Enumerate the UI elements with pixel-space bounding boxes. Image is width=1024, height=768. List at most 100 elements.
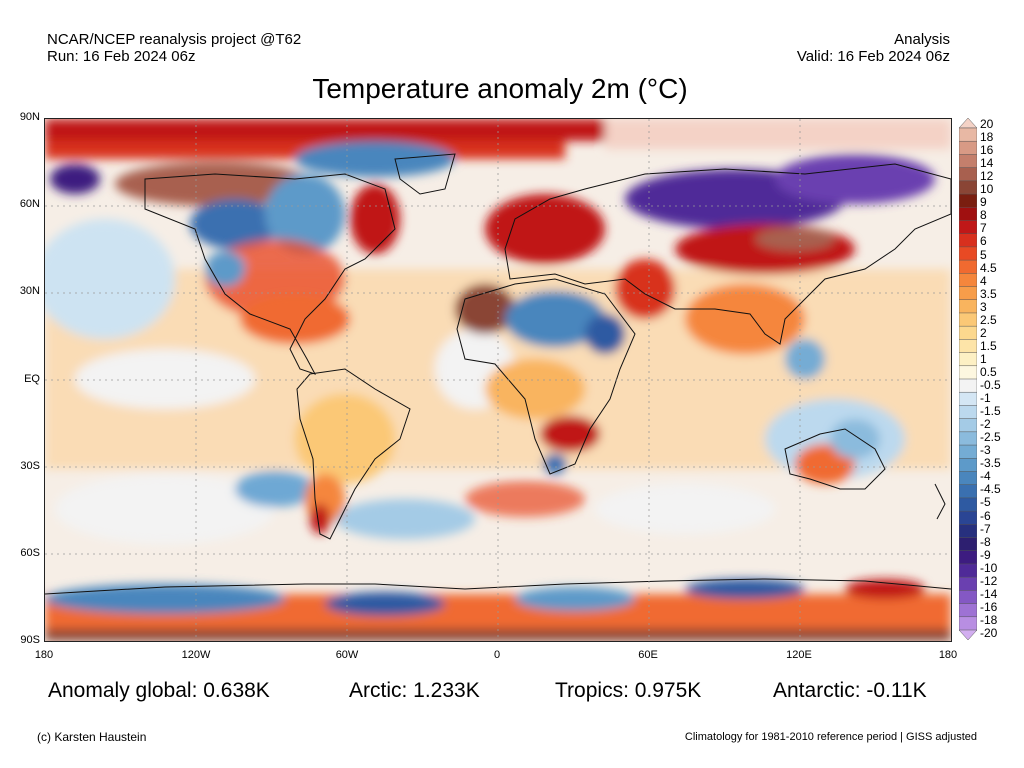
colorbar-label: 2.5: [980, 312, 997, 327]
colorbar-label: -4.5: [980, 482, 1001, 497]
header-right: Analysis Valid: 16 Feb 2024 06z: [797, 31, 950, 65]
colorbar-swatch: [959, 603, 977, 618]
colorbar-swatch: [959, 378, 977, 393]
colorbar-swatch: [959, 497, 977, 512]
colorbar: [959, 118, 977, 640]
colorbar-label: 18: [980, 130, 994, 145]
antarctic-anomaly: Antarctic: -0.11K: [773, 679, 927, 702]
colorbar-swatch: [959, 273, 977, 288]
colorbar-swatch: [959, 299, 977, 314]
colorbar-label: -8: [980, 534, 991, 549]
colorbar-swatch: [959, 391, 977, 407]
lat-label-60s: 60S: [20, 547, 40, 559]
colorbar-swatch: [959, 524, 977, 539]
colorbar-swatch: [959, 563, 977, 578]
colorbar-label: -2.5: [980, 430, 1001, 445]
colorbar-label: 4.5: [980, 260, 997, 275]
colorbar-label: 20: [980, 117, 994, 131]
colorbar-label: -9: [980, 547, 991, 562]
lon-label-60w: 60W: [335, 649, 359, 661]
lon-label-120w: 120W: [181, 649, 211, 661]
colorbar-swatch: [959, 444, 977, 460]
colorbar-swatch: [959, 590, 977, 605]
colorbar-swatch: [959, 510, 977, 526]
colorbar-label: -4: [980, 469, 991, 484]
lat-label-30n: 30N: [19, 285, 40, 297]
colorbar-swatch: [959, 576, 977, 592]
colorbar-label: 1.5: [980, 338, 997, 353]
colorbar-label: -1: [980, 391, 991, 406]
colorbar-swatch: [959, 339, 977, 354]
colorbar-swatch: [959, 325, 977, 341]
coastlines: [45, 153, 951, 595]
colorbar-label: -5: [980, 495, 991, 510]
analysis-type: Analysis: [894, 31, 950, 48]
tropics-anomaly: Tropics: 0.975K: [555, 679, 702, 702]
colorbar-swatch: [959, 352, 977, 367]
colorbar-swatch: [959, 233, 977, 248]
colorbar-swatch: [959, 471, 977, 486]
colorbar-label: 12: [980, 169, 994, 184]
colorbar-label: -1.5: [980, 404, 1001, 419]
lon-label-0: 0: [493, 649, 501, 661]
colorbar-swatch: [959, 286, 977, 301]
colorbar-label: 14: [980, 156, 994, 171]
colorbar-swatch: [959, 312, 977, 327]
header-left: NCAR/NCEP reanalysis project @T62 Run: 1…: [47, 31, 301, 65]
colorbar-swatch: [959, 550, 977, 565]
colorbar-swatch: [959, 484, 977, 499]
colorbar-swatch: [959, 220, 977, 235]
lon-label-120e: 120E: [786, 649, 812, 661]
colorbar-label: 5: [980, 247, 987, 262]
colorbar-label: -14: [980, 586, 998, 601]
colorbar-label: -2: [980, 417, 991, 432]
colorbar-label: 3: [980, 299, 987, 314]
colorbar-swatch: [959, 207, 977, 222]
anomaly-map: [44, 118, 952, 642]
colorbar-swatch: [959, 405, 977, 420]
colorbar-swatch: [959, 193, 977, 209]
colorbar-swatch: [959, 616, 977, 631]
colorbar-swatch: [959, 140, 977, 156]
colorbar-label: 16: [980, 143, 994, 158]
colorbar-label: -6: [980, 508, 991, 523]
colorbar-swatch: [959, 418, 977, 433]
credit: (c) Karsten Haustein: [37, 730, 147, 744]
colorbar-swatch: [959, 365, 977, 380]
colorbar-label: -16: [980, 599, 998, 614]
arctic-anomaly: Arctic: 1.233K: [349, 679, 480, 702]
colorbar-swatch: [959, 127, 977, 142]
colorbar-swatch: [959, 431, 977, 446]
global-anomaly: Anomaly global: 0.638K: [48, 679, 270, 702]
lon-label-180w: 180: [34, 649, 54, 661]
lat-label-90s: 90S: [20, 634, 40, 646]
colorbar-label: -20: [980, 625, 998, 640]
colorbar-label: 1: [980, 351, 987, 366]
colorbar-label: 3.5: [980, 286, 997, 301]
map-title: Temperature anomaly 2m (°C): [312, 73, 688, 104]
colorbar-swatch: [959, 154, 977, 169]
lat-label-60n: 60N: [19, 198, 40, 210]
valid-time: Valid: 16 Feb 2024 06z: [796, 48, 950, 65]
colorbar-label: -0.5: [980, 378, 1001, 392]
colorbar-swatch: [959, 246, 977, 261]
colorbar-label: 0.5: [980, 364, 997, 379]
colorbar-swatch: [959, 180, 977, 195]
lon-label-180e: 180: [938, 649, 958, 661]
lat-label-eq: EQ: [24, 373, 40, 385]
lon-label-60e: 60E: [638, 649, 658, 661]
model-source: NCAR/NCEP reanalysis project @T62: [47, 31, 302, 48]
colorbar-label: 2: [980, 325, 987, 340]
colorbar-label: -3: [980, 443, 991, 458]
colorbar-swatch: [959, 629, 977, 640]
climatology-note: Climatology for 1981-2010 reference peri…: [684, 731, 977, 743]
graticule: [45, 119, 951, 641]
run-time: Run: 16 Feb 2024 06z: [47, 48, 196, 65]
colorbar-label: 8: [980, 208, 987, 223]
colorbar-label: 7: [980, 221, 987, 236]
colorbar-label: -7: [980, 521, 991, 536]
lat-label-30s: 30S: [20, 460, 40, 472]
colorbar-swatch: [959, 537, 977, 552]
colorbar-label: 6: [980, 234, 987, 249]
colorbar-label: -10: [980, 560, 998, 575]
